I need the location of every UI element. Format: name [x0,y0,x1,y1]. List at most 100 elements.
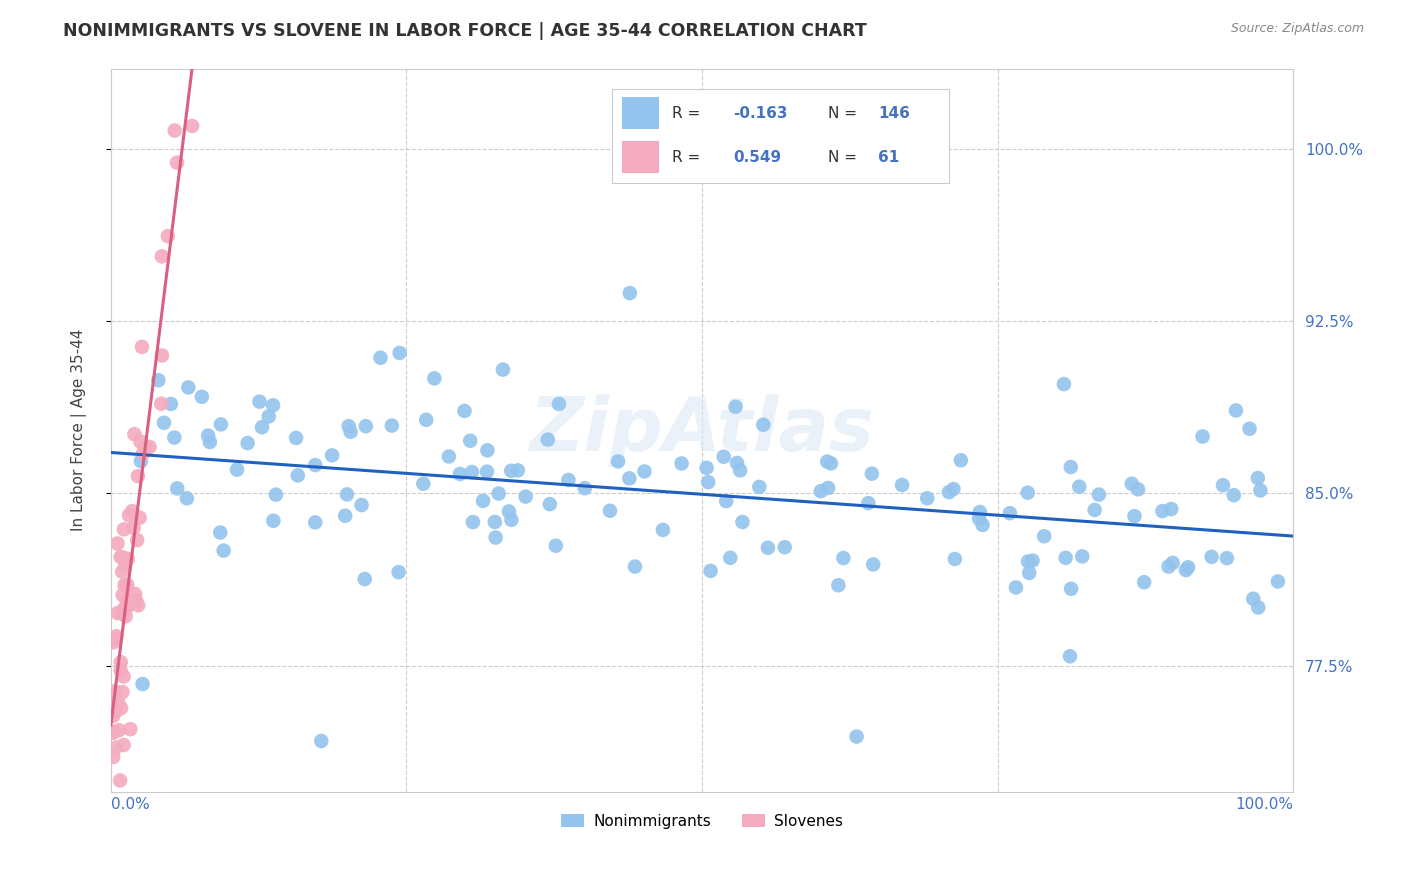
Point [860,467,883,481]
Point [304,458,326,472]
Point [212,543,235,558]
Point [1126,483,1149,497]
Point [1191,429,1213,443]
Point [127,533,149,547]
Point [191,390,214,404]
Point [998,506,1021,520]
Point [477,443,499,458]
Point [862,558,884,572]
Point [756,541,779,555]
Point [127,599,149,613]
Point [160,397,183,411]
Point [1160,502,1182,516]
Point [103,632,125,646]
Text: 0.0%: 0.0% [111,797,149,812]
Point [1021,553,1043,567]
Point [103,635,125,649]
Point [967,511,990,525]
Point [110,701,132,715]
Text: 0.549: 0.549 [733,150,782,165]
Point [285,431,308,445]
Point [108,773,131,788]
Point [1060,582,1083,596]
Point [506,463,529,477]
Point [633,465,655,479]
Point [111,565,134,579]
Point [110,664,132,678]
Legend: Nonimmigrants, Slovenes: Nonimmigrants, Slovenes [555,807,849,835]
Point [131,340,153,354]
Point [387,565,409,579]
Point [163,431,186,445]
Point [153,416,176,430]
Point [120,722,142,736]
Point [1157,559,1180,574]
Point [197,428,219,442]
Point [699,564,721,578]
Point [810,484,832,499]
Point [103,698,125,712]
Point [132,446,155,460]
Text: NONIMMIGRANTS VS SLOVENE IN LABOR FORCE | AGE 35-44 CORRELATION CHART: NONIMMIGRANTS VS SLOVENE IN LABOR FORCE … [63,22,868,40]
Point [150,397,173,411]
Point [339,425,361,439]
Point [501,513,523,527]
Point [1018,566,1040,580]
Point [423,371,446,385]
Point [969,505,991,519]
Point [475,465,498,479]
Point [544,539,567,553]
Point [488,486,510,500]
Point [773,540,796,554]
Text: 61: 61 [879,150,900,165]
Point [716,494,738,508]
Point [1123,509,1146,524]
Point [124,587,146,601]
Point [321,448,343,462]
Point [1249,483,1271,498]
Bar [621,96,659,129]
Point [724,400,747,414]
Point [619,471,641,485]
Point [537,433,560,447]
Point [1088,487,1111,501]
Bar [621,141,659,173]
Point [1059,649,1081,664]
Point [112,669,135,683]
Point [461,515,484,529]
Point [107,695,129,709]
Point [111,588,134,602]
Point [114,578,136,592]
Point [752,417,775,432]
Point [1175,563,1198,577]
Point [131,677,153,691]
Point [817,481,839,495]
Point [134,440,156,454]
Point [129,434,152,449]
Point [176,491,198,506]
Point [1241,591,1264,606]
Y-axis label: In Labor Force | Age 35-44: In Labor Force | Age 35-44 [72,329,87,532]
Point [1084,503,1107,517]
Point [1212,478,1234,492]
Point [449,467,471,481]
Point [156,229,179,244]
Point [111,607,134,621]
Point [1201,549,1223,564]
Text: 146: 146 [879,105,910,120]
Point [114,609,136,624]
Point [1177,560,1199,574]
Point [381,418,404,433]
Text: N =: N = [828,150,862,165]
Point [118,508,141,523]
Point [107,606,129,620]
Point [287,468,309,483]
Point [671,457,693,471]
Point [624,559,647,574]
Point [264,488,287,502]
Point [501,464,523,478]
Point [107,536,129,550]
Point [538,497,561,511]
Point [108,723,131,738]
Point [353,572,375,586]
